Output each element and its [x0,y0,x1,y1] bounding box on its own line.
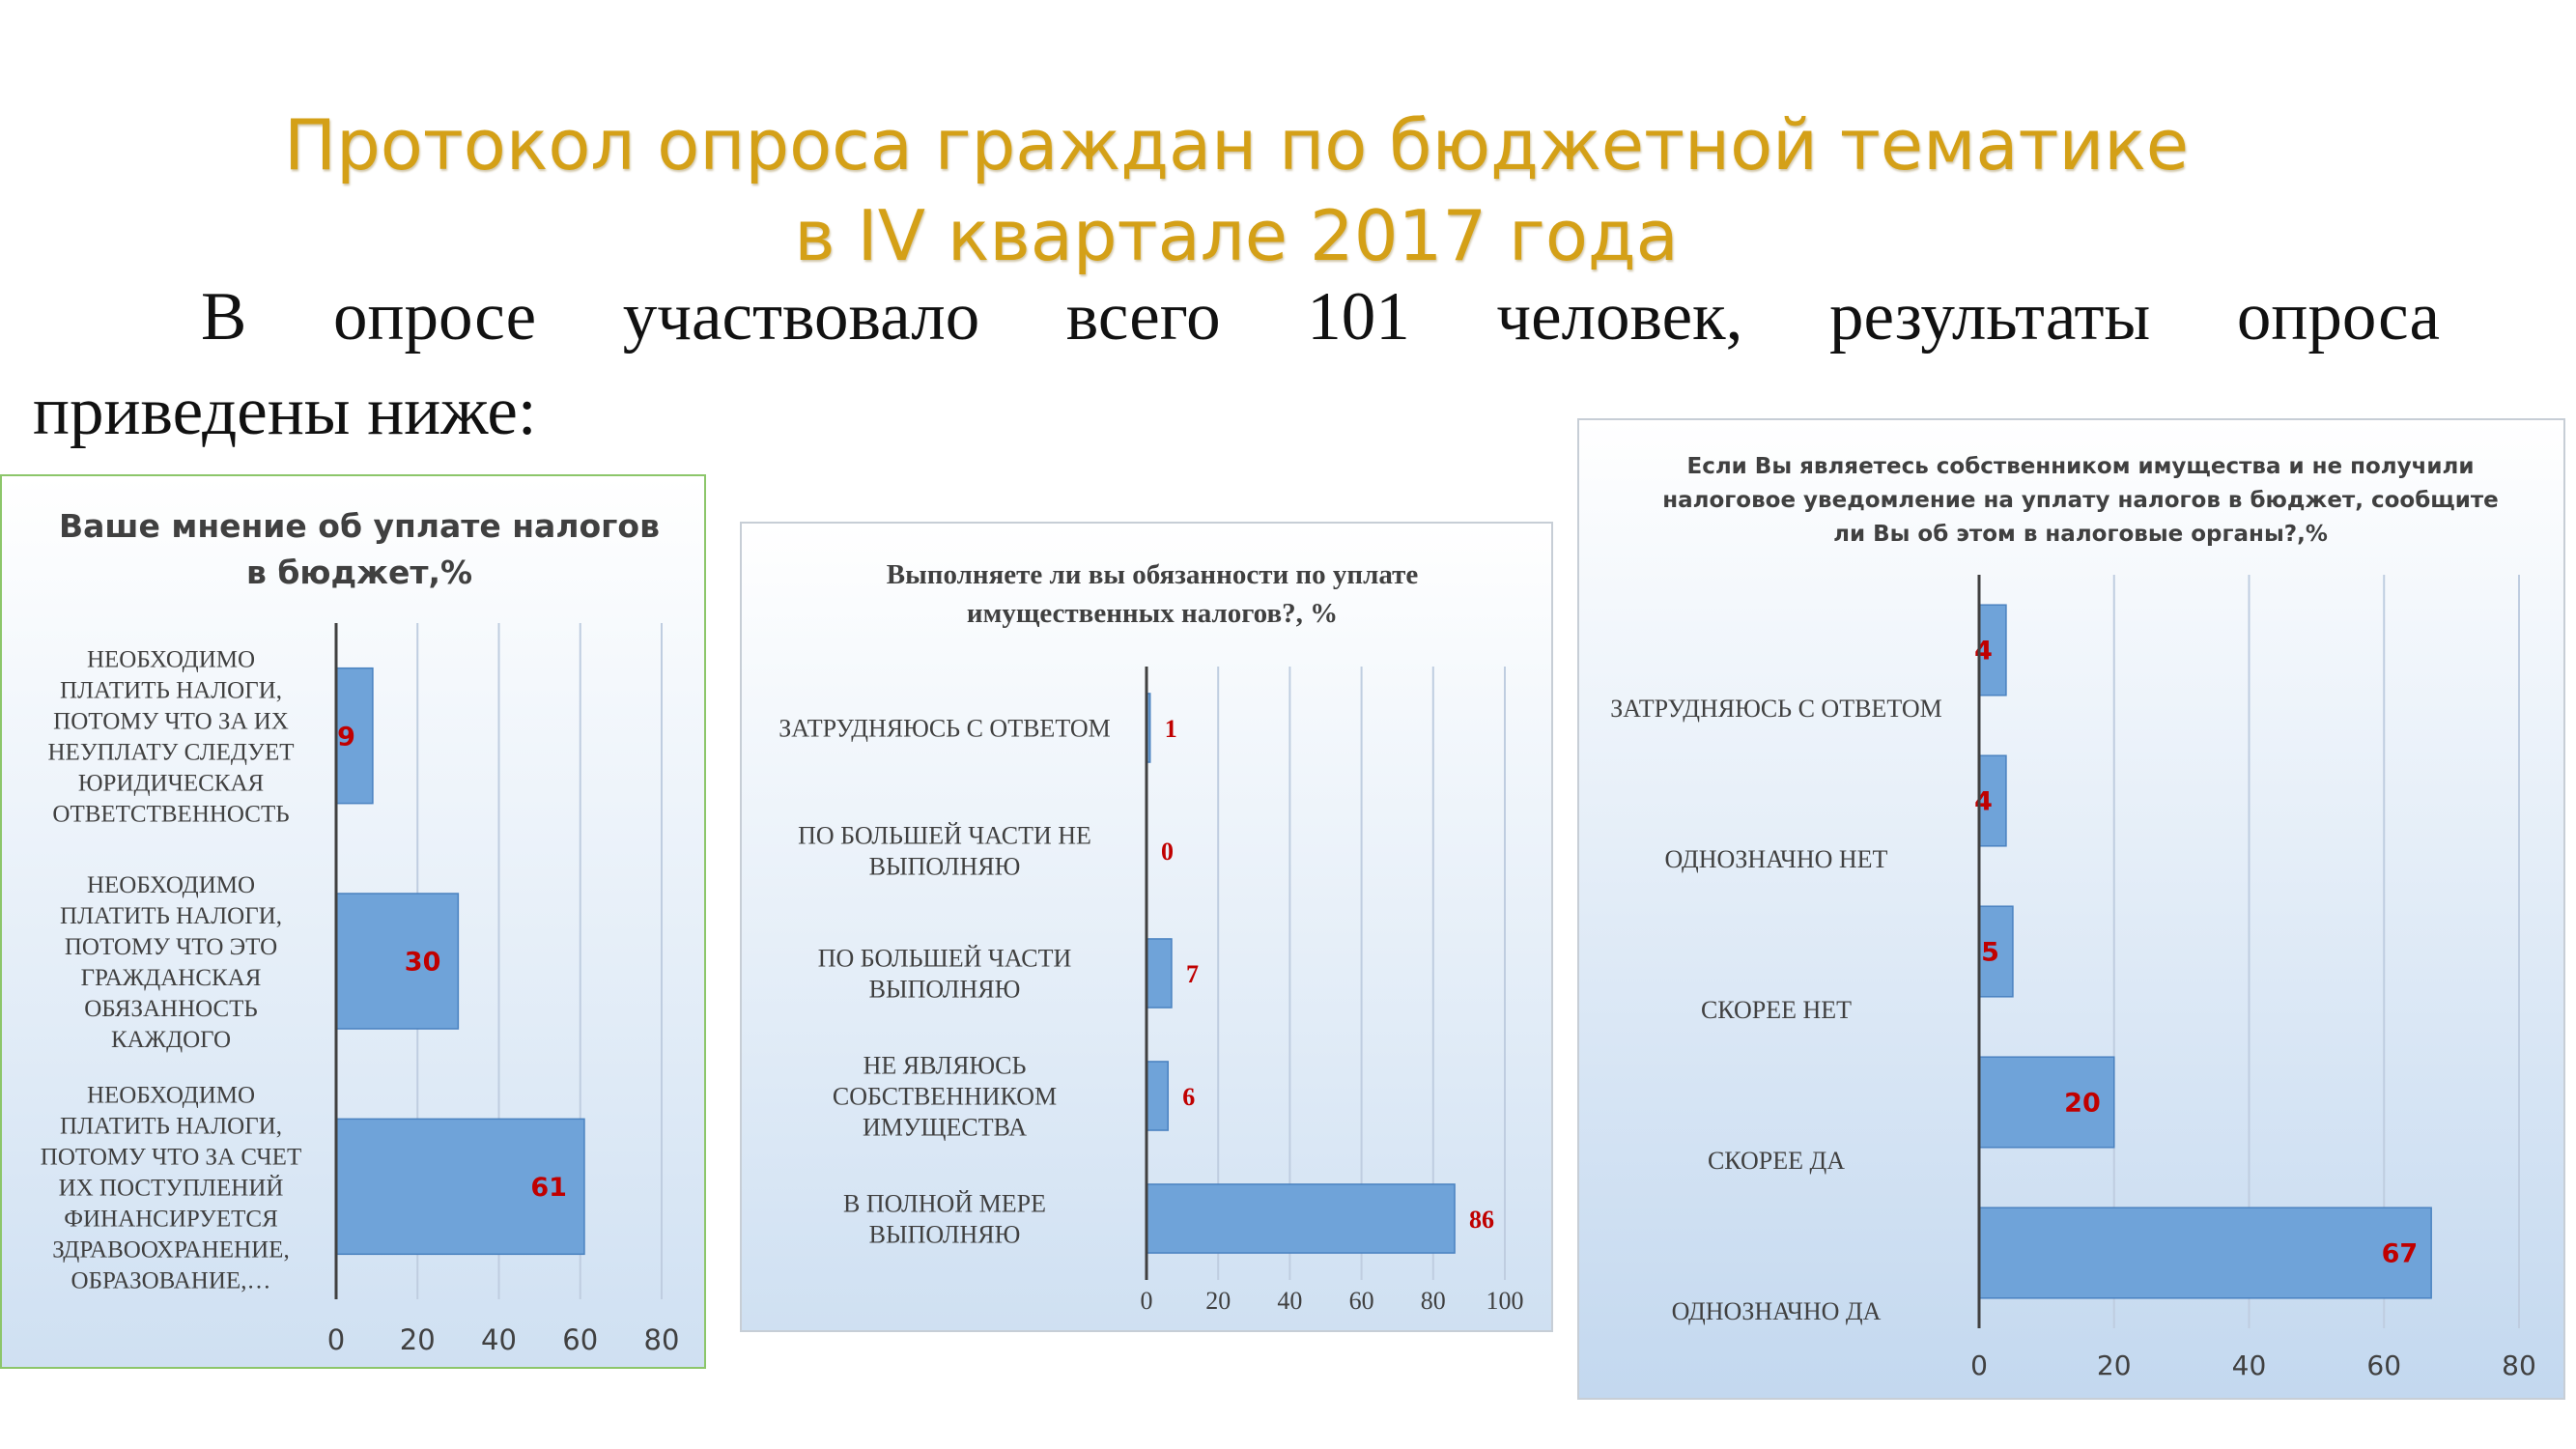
intro-text-line-2: приведены ниже: [33,374,537,449]
chart-property-tax-obligations: Выполняете ли вы обязанности по уплате им… [778,559,1524,1315]
category-label: ПЛАТИТЬ НАЛОГИ, [60,678,282,704]
chart-title-line: Выполняете ли вы обязанности по уплате [887,559,1419,590]
category-label: ОДНОЗНАЧНО ДА [1672,1297,1882,1325]
data-label: 6 [1182,1083,1195,1111]
tick-label: 100 [1486,1287,1524,1315]
category-label: ВЫПОЛНЯЮ [869,975,1021,1003]
bar [1146,938,1173,1009]
chart-title-line: в бюджет,% [246,554,472,591]
chart-tax-opinion: Ваше мнение об уплате налогов в бюджет,% 9… [41,507,680,1356]
tick-label: 20 [2097,1350,2132,1381]
bar [1978,1056,2115,1149]
bar [1146,1183,1456,1254]
chart-missing-notice: Если Вы являетесь собственником имуществ… [1610,454,2536,1381]
chart-panel-property-tax-obligations: Выполняете ли вы обязанности по уплате им… [740,522,1553,1332]
data-label: 67 [2382,1239,2419,1269]
bar [1978,604,2007,696]
tick-label: 20 [400,1323,436,1356]
category-label: ВЫПОЛНЯЮ [869,1220,1021,1248]
tick-label: 80 [1421,1287,1446,1315]
slide-title-line-1: Протокол опроса граждан по бюджетной тем… [283,104,2190,185]
category-label: В ПОЛНОЙ МЕРЕ [843,1189,1046,1217]
data-label: 30 [405,948,441,978]
category-label: ПЛАТИТЬ НАЛОГИ, [60,1113,282,1139]
category-label: ПО БОЛЬШЕЙ ЧАСТИ [818,944,1072,972]
bar [1978,1207,2432,1299]
category-label: ПЛАТИТЬ НАЛОГИ, [60,903,282,929]
bar [335,1118,585,1256]
tick-label: 60 [1349,1287,1374,1315]
bar [1146,1061,1170,1131]
tick-label: 80 [644,1323,680,1356]
tick-label: 40 [1277,1287,1302,1315]
data-label: 20 [2064,1089,2101,1119]
category-label: ОДНОЗНАЧНО НЕТ [1665,845,1888,873]
data-label: 4 [1974,637,1993,667]
data-label: 5 [1981,938,1999,968]
category-label: ОБРАЗОВАНИЕ,… [71,1267,271,1293]
data-label: 0 [1161,838,1174,866]
tick-label: 20 [1205,1287,1231,1315]
category-label: НЕУПЛАТУ СЛЕДУЕТ [48,740,295,766]
category-label: ОТВЕТСТВЕННОСТЬ [52,802,289,828]
category-label: ПОТОМУ ЧТО ЗА ИХ [53,709,289,735]
category-label: ГРАЖДАНСКАЯ [81,965,262,991]
category-label: НЕОБХОДИМО [87,647,255,673]
intro-text-line-1: В опросе участвовало всего 101 человек, … [201,279,2440,355]
tick-label: 80 [2502,1350,2536,1381]
chart-title-line: имущественных налогов?, % [967,598,1338,629]
category-label: ОБЯЗАННОСТЬ [84,996,258,1022]
category-label: СКОРЕЕ ДА [1708,1147,1845,1175]
category-label: ИХ ПОСТУПЛЕНИЙ [59,1174,284,1201]
data-label: 86 [1469,1206,1494,1234]
tick-label: 0 [327,1323,345,1356]
category-label: ПОТОМУ ЧТО ЗА СЧЕТ [41,1144,301,1170]
chart-panel-tax-opinion: Ваше мнение об уплате налогов в бюджет,% 9… [0,474,706,1369]
tick-label: 0 [1970,1350,1988,1381]
data-label: 9 [337,722,355,752]
category-label: ЗАТРУДНЯЮСЬ С ОТВЕТОМ [1610,695,1942,723]
category-label: ВЫПОЛНЯЮ [869,852,1021,880]
chart-title-line: ли Вы об этом в налоговые органы?,% [1833,522,2328,547]
category-label: ЮРИДИЧЕСКАЯ [78,771,264,797]
category-label: ПО БОЛЬШЕЙ ЧАСТИ НЕ [798,821,1091,849]
tick-label: 40 [481,1323,517,1356]
chart-panel-missing-notice: Если Вы являетесь собственником имуществ… [1577,418,2565,1400]
category-label: КАЖДОГО [111,1027,231,1053]
chart-title-line: Ваше мнение об уплате налогов [59,507,660,545]
chart-title-line: Если Вы являетесь собственником имуществ… [1686,454,2474,479]
data-label: 1 [1165,715,1177,743]
category-label: НЕ ЯВЛЯЮСЬ [863,1051,1027,1079]
data-label: 7 [1186,960,1199,988]
category-label: ЗДРАВООХРАНЕНИЕ, [52,1236,289,1263]
category-label: СКОРЕЕ НЕТ [1701,996,1852,1024]
tick-label: 60 [2366,1350,2401,1381]
category-label: СОБСТВЕННИКОМ [833,1082,1057,1110]
bar [335,893,460,1030]
data-label: 61 [530,1173,567,1203]
chart-title-line: налоговое уведомление на уплату налогов … [1662,488,2499,513]
bar [1978,754,2007,847]
tick-label: 60 [562,1323,598,1356]
category-label: НЕОБХОДИМО [87,872,255,898]
category-label: ФИНАНСИРУЕТСЯ [64,1206,278,1232]
tick-label: 40 [2232,1350,2267,1381]
category-label: ЗАТРУДНЯЮСЬ С ОТВЕТОМ [778,714,1111,742]
category-label: ИМУЩЕСТВА [863,1113,1027,1141]
category-label: ПОТОМУ ЧТО ЭТО [65,934,277,960]
data-label: 4 [1974,787,1993,817]
slide-title-line-2: в IV квартале 2017 года [794,195,1679,276]
tick-label: 0 [1141,1287,1153,1315]
category-label: НЕОБХОДИМО [87,1082,255,1108]
